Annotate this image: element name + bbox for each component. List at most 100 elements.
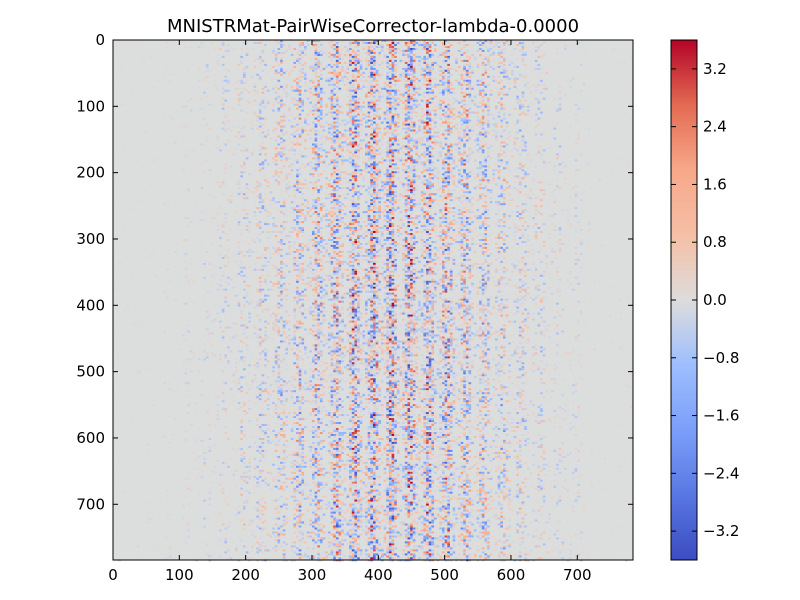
heatmap-cell bbox=[317, 489, 320, 492]
heatmap-cell bbox=[235, 260, 238, 263]
heatmap-cell bbox=[274, 404, 278, 407]
heatmap-cell bbox=[314, 85, 318, 88]
heatmap-cell bbox=[253, 467, 257, 470]
heatmap-cell bbox=[312, 243, 315, 245]
heatmap-cell bbox=[269, 49, 273, 52]
heatmap-cell bbox=[346, 61, 350, 64]
heatmap-cell bbox=[301, 418, 305, 421]
heatmap-cell bbox=[341, 77, 344, 80]
heatmap-cell bbox=[253, 491, 257, 494]
heatmap-cell bbox=[341, 463, 344, 466]
heatmap-cell bbox=[168, 262, 172, 265]
heatmap-cell bbox=[208, 314, 212, 317]
heatmap-cell bbox=[248, 376, 251, 379]
heatmap-cell bbox=[317, 485, 320, 488]
heatmap-cell bbox=[280, 262, 283, 265]
heatmap-cell bbox=[314, 185, 318, 188]
heatmap-cell bbox=[221, 225, 225, 228]
heatmap-cell bbox=[304, 81, 307, 84]
heatmap-cell bbox=[312, 344, 315, 347]
heatmap-cell bbox=[296, 209, 299, 212]
heatmap-cell bbox=[335, 193, 339, 196]
heatmap-cell bbox=[330, 541, 334, 544]
heatmap-cell bbox=[317, 312, 320, 315]
heatmap-cell bbox=[338, 183, 342, 186]
heatmap-cell bbox=[139, 89, 143, 92]
heatmap-cell bbox=[248, 469, 251, 472]
heatmap-cell bbox=[155, 89, 159, 92]
heatmap-cell bbox=[333, 246, 336, 249]
heatmap-cell bbox=[208, 414, 212, 417]
heatmap-cell bbox=[274, 53, 278, 56]
heatmap-cell bbox=[258, 55, 262, 58]
heatmap-cell bbox=[333, 430, 336, 432]
heatmap-cell bbox=[335, 304, 339, 307]
heatmap-cell bbox=[298, 105, 302, 108]
heatmap-cell bbox=[338, 348, 342, 351]
heatmap-cell bbox=[327, 449, 331, 452]
heatmap-cell bbox=[272, 340, 275, 343]
heatmap-cell bbox=[346, 459, 350, 462]
heatmap-cell bbox=[341, 308, 344, 311]
heatmap-cell bbox=[176, 51, 180, 54]
heatmap-cell bbox=[251, 191, 254, 194]
heatmap-cell bbox=[216, 213, 220, 216]
heatmap-cell bbox=[264, 449, 267, 452]
heatmap-cell bbox=[317, 141, 320, 144]
heatmap-cell bbox=[319, 258, 323, 261]
heatmap-cell bbox=[266, 376, 270, 379]
heatmap-cell bbox=[197, 467, 201, 470]
heatmap-cell bbox=[285, 274, 289, 277]
heatmap-cell bbox=[327, 266, 331, 269]
heatmap-cell bbox=[123, 459, 127, 462]
heatmap-cell bbox=[319, 91, 323, 94]
heatmap-cell bbox=[251, 75, 254, 78]
heatmap-cell bbox=[317, 364, 320, 367]
heatmap-cell bbox=[319, 432, 323, 434]
heatmap-cell bbox=[306, 207, 310, 210]
heatmap-cell bbox=[317, 420, 320, 423]
heatmap-cell bbox=[298, 378, 302, 381]
heatmap-cell bbox=[304, 77, 307, 80]
heatmap-cell bbox=[335, 521, 339, 524]
heatmap-cell bbox=[298, 358, 302, 361]
heatmap-cell bbox=[216, 364, 220, 367]
heatmap-cell bbox=[258, 256, 262, 259]
heatmap-cell bbox=[338, 153, 342, 156]
heatmap-cell bbox=[304, 165, 307, 168]
heatmap-cell bbox=[335, 308, 339, 311]
heatmap-cell bbox=[261, 99, 265, 102]
heatmap-cell bbox=[274, 432, 278, 434]
heatmap-cell bbox=[333, 111, 336, 114]
heatmap-cell bbox=[200, 181, 204, 184]
heatmap-cell bbox=[272, 374, 275, 377]
heatmap-cell bbox=[327, 445, 331, 448]
heatmap-cell bbox=[317, 185, 320, 188]
heatmap-cell bbox=[322, 272, 326, 275]
heatmap-cell bbox=[333, 372, 336, 375]
heatmap-cell bbox=[346, 338, 350, 341]
heatmap-cell bbox=[330, 388, 334, 391]
heatmap-cell bbox=[189, 362, 193, 365]
heatmap-cell bbox=[237, 250, 241, 253]
heatmap-cell bbox=[293, 388, 297, 391]
heatmap-cell bbox=[322, 551, 326, 554]
heatmap-cell bbox=[237, 187, 241, 190]
heatmap-cell bbox=[330, 282, 334, 285]
heatmap-cell bbox=[333, 48, 336, 50]
heatmap-cell bbox=[338, 340, 342, 343]
heatmap-cell bbox=[274, 252, 278, 255]
heatmap-cell bbox=[296, 455, 299, 458]
heatmap-cell bbox=[189, 300, 193, 303]
heatmap-cell bbox=[256, 475, 259, 478]
heatmap-cell bbox=[264, 173, 267, 176]
heatmap-cell bbox=[335, 213, 339, 216]
heatmap-cell bbox=[264, 310, 267, 313]
heatmap-cell bbox=[237, 304, 241, 307]
heatmap-cell bbox=[288, 73, 291, 76]
heatmap-cell bbox=[261, 382, 265, 385]
heatmap-cell bbox=[330, 441, 334, 444]
heatmap-cell bbox=[322, 374, 326, 377]
heatmap-cell bbox=[317, 352, 320, 355]
heatmap-cell bbox=[301, 278, 305, 281]
